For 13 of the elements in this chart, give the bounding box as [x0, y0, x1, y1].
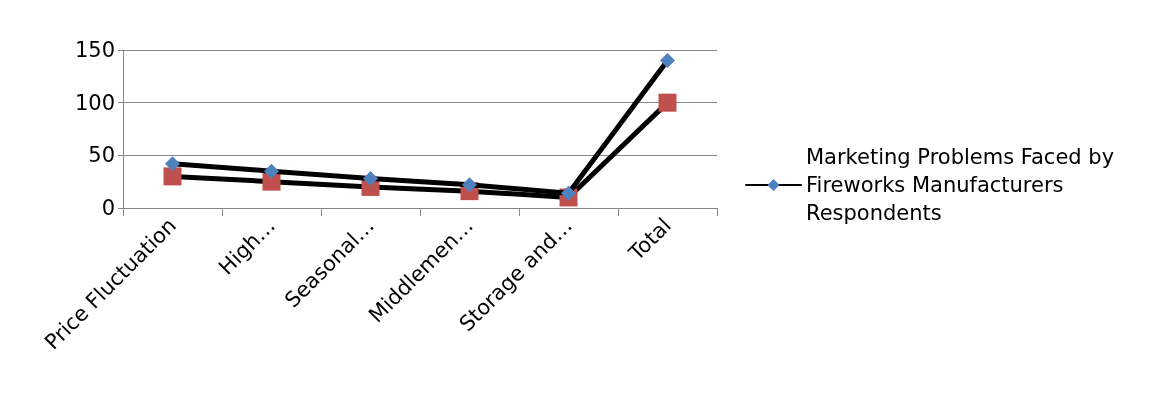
legend-label: Marketing Problems Faced by Fireworks Manufacturers Respondents [806, 145, 1121, 225]
y-tick-label: 50 [88, 143, 115, 168]
y-tick-label: 0 [101, 196, 115, 220]
point [660, 53, 675, 69]
point [264, 163, 279, 179]
point [165, 156, 180, 172]
y-tick-label: 150 [74, 38, 115, 62]
point [163, 167, 182, 186]
point [658, 93, 677, 112]
point [462, 177, 477, 193]
point [561, 185, 576, 201]
point [363, 171, 378, 187]
y-tick-label: 100 [74, 90, 115, 115]
